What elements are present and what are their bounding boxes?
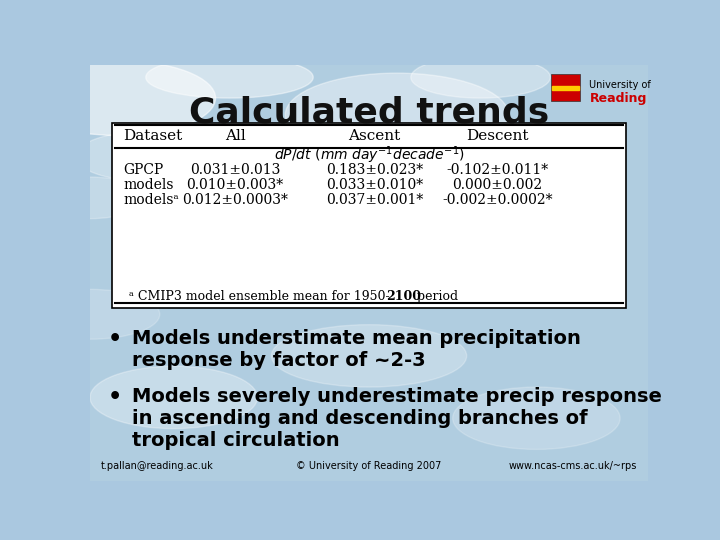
FancyBboxPatch shape bbox=[112, 123, 626, 308]
Text: 0.031±0.013: 0.031±0.013 bbox=[190, 163, 280, 177]
Text: Reading: Reading bbox=[590, 92, 647, 105]
Text: •: • bbox=[108, 329, 122, 349]
Text: $dP/dt\ \mathit{(mm\ day^{-1}decade^{-1})}$: $dP/dt\ \mathit{(mm\ day^{-1}decade^{-1}… bbox=[274, 145, 464, 166]
Ellipse shape bbox=[20, 60, 215, 136]
Text: www.ncas-cms.ac.uk/~rps: www.ncas-cms.ac.uk/~rps bbox=[508, 462, 637, 471]
Text: 2100: 2100 bbox=[386, 291, 420, 303]
Bar bbox=[552, 86, 579, 90]
Ellipse shape bbox=[240, 144, 408, 194]
Text: Ascent: Ascent bbox=[348, 129, 401, 143]
Text: 0.000±0.002: 0.000±0.002 bbox=[452, 178, 542, 192]
Text: Models understimate mean precipitation
response by factor of ~2-3: Models understimate mean precipitation r… bbox=[132, 329, 581, 370]
Text: period: period bbox=[413, 291, 458, 303]
Ellipse shape bbox=[20, 289, 160, 339]
Text: All: All bbox=[225, 129, 246, 143]
Text: -0.002±0.0002*: -0.002±0.0002* bbox=[442, 193, 552, 207]
Ellipse shape bbox=[271, 325, 467, 387]
Text: models: models bbox=[124, 178, 174, 192]
Text: Models severely underestimate precip response
in ascending and descending branch: Models severely underestimate precip res… bbox=[132, 387, 662, 450]
FancyBboxPatch shape bbox=[551, 75, 580, 101]
Text: Dataset: Dataset bbox=[124, 129, 183, 143]
Text: t.pallan@reading.ac.uk: t.pallan@reading.ac.uk bbox=[101, 462, 214, 471]
Text: GPCP: GPCP bbox=[124, 163, 163, 177]
Text: 0.010±0.003*: 0.010±0.003* bbox=[186, 178, 284, 192]
Text: ᵃ CMIP3 model ensemble mean for 1950-: ᵃ CMIP3 model ensemble mean for 1950- bbox=[129, 291, 390, 303]
Ellipse shape bbox=[90, 366, 258, 429]
Text: 0.183±0.023*: 0.183±0.023* bbox=[326, 163, 423, 177]
Ellipse shape bbox=[145, 57, 313, 98]
Text: -0.102±0.011*: -0.102±0.011* bbox=[446, 163, 549, 177]
Text: modelsᵃ: modelsᵃ bbox=[124, 193, 179, 207]
Ellipse shape bbox=[76, 131, 215, 181]
Text: © University of Reading 2007: © University of Reading 2007 bbox=[297, 462, 441, 471]
Text: 0.037±0.001*: 0.037±0.001* bbox=[326, 193, 423, 207]
Ellipse shape bbox=[467, 131, 606, 181]
Ellipse shape bbox=[411, 57, 550, 98]
Text: Descent: Descent bbox=[466, 129, 528, 143]
Ellipse shape bbox=[285, 73, 508, 156]
Text: University of: University of bbox=[590, 80, 651, 90]
Ellipse shape bbox=[34, 177, 145, 219]
Ellipse shape bbox=[341, 190, 508, 231]
Text: 0.033±0.010*: 0.033±0.010* bbox=[326, 178, 423, 192]
Text: •: • bbox=[108, 387, 122, 407]
Text: 0.012±0.0003*: 0.012±0.0003* bbox=[182, 193, 288, 207]
Text: Calculated trends: Calculated trends bbox=[189, 96, 549, 130]
Ellipse shape bbox=[453, 387, 620, 449]
